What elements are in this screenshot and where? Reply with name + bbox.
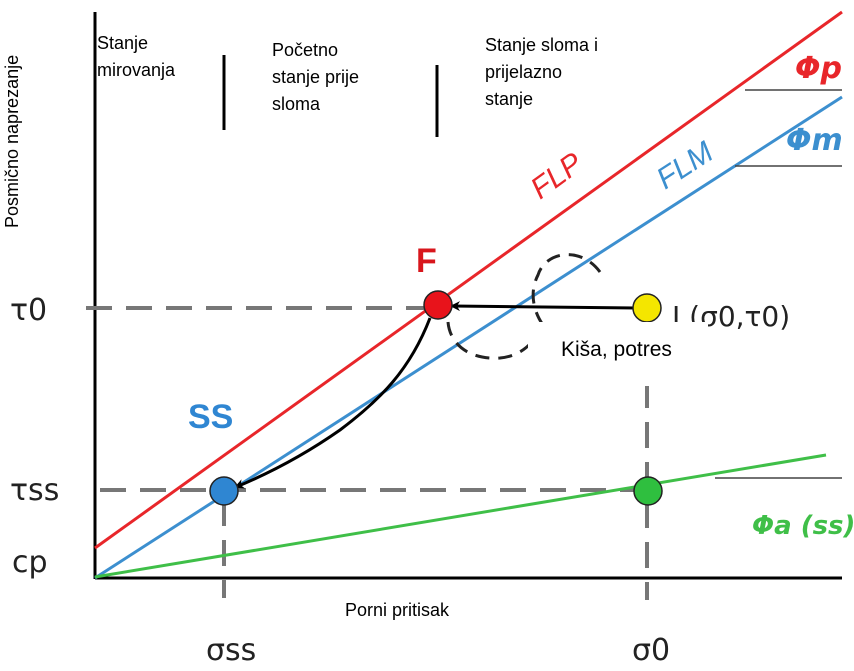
point-ss xyxy=(209,476,239,506)
phase-failure-line-1: Stanje sloma i xyxy=(485,35,599,55)
point-ss-label: SS xyxy=(188,398,233,436)
point-green xyxy=(633,476,663,506)
phi-p-label: Φp xyxy=(795,51,842,86)
phi-a-line xyxy=(94,453,827,579)
point-f-label: F xyxy=(416,242,437,280)
arrow-i-to-f xyxy=(450,301,641,312)
phase-failure: Stanje sloma i prijelazno stanje xyxy=(485,32,598,113)
trigger-annotation: Kiša, potres xyxy=(561,338,672,361)
phi-m-label: Φm xyxy=(786,123,843,158)
phase-failure-line-3: stanje xyxy=(485,89,534,109)
phi-a-label: Φa (ss) xyxy=(752,511,854,541)
tau0-label: τ0 xyxy=(10,293,47,328)
phase-rest-line-2: mirovanja xyxy=(97,60,176,80)
flp-line xyxy=(94,10,843,550)
sigma-ss-label: σss xyxy=(206,633,256,668)
x-axis-label: Porni pritisak xyxy=(345,600,450,620)
cp-label: cp xyxy=(12,545,48,580)
y-axis-label: Posmično naprezanje xyxy=(2,54,22,228)
point-i xyxy=(632,293,662,323)
phase-pre-failure-line-1: Početno xyxy=(272,40,339,60)
flp-label: FLP xyxy=(525,147,589,206)
arrow-f-to-ss xyxy=(234,317,432,489)
phase-pre-failure-line-2: stanje prije xyxy=(272,67,360,87)
flm-label: FLM xyxy=(651,136,719,196)
phase-pre-failure-line-3: sloma xyxy=(272,94,321,114)
phase-failure-line-2: prijelazno xyxy=(485,62,563,82)
phase-rest: Stanje mirovanja xyxy=(97,30,175,84)
trigger-circle-lower xyxy=(446,321,542,360)
phase-rest-line-1: Stanje xyxy=(97,33,149,53)
tauss-label: τss xyxy=(10,473,59,508)
point-f xyxy=(423,290,453,320)
sigma0-label: σ0 xyxy=(632,633,670,668)
trigger-annotation-box: Kiša, potres xyxy=(528,322,708,386)
phase-pre-failure: Početno stanje prije sloma xyxy=(272,37,359,118)
flm-line xyxy=(94,95,843,580)
